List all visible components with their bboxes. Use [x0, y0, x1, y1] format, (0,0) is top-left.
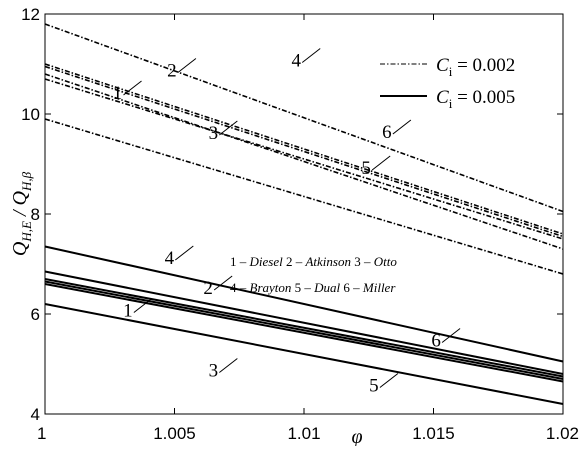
leader-line — [219, 120, 238, 136]
leader-line — [133, 298, 153, 313]
annotation-line-2: 4 – Brayton 5 – Dual 6 – Miller — [230, 280, 396, 295]
series-line-solid-3 — [44, 303, 564, 405]
series-line-dashdot-1 — [44, 78, 564, 240]
curve-label-3: 3 — [209, 361, 219, 382]
x-axis-label: φ — [351, 426, 362, 446]
leader-line — [175, 245, 194, 261]
curve-label-2: 2 — [167, 61, 177, 82]
series-line-dashdot-3 — [44, 118, 564, 275]
series-line-solid-2 — [44, 270, 564, 375]
curves-group — [44, 23, 564, 405]
curve-label-6: 6 — [382, 122, 392, 143]
leader-line — [213, 275, 233, 291]
x-tick-label: 1.005 — [153, 424, 196, 443]
x-tick-label: 1.01 — [287, 424, 320, 443]
series-line-solid-6 — [44, 278, 564, 378]
curve-label-5: 5 — [361, 158, 371, 179]
y-tick-label: 8 — [31, 205, 40, 224]
y-tick-label: 4 — [31, 405, 40, 424]
x-tick-label: 1.015 — [412, 424, 455, 443]
leader-lines-group — [123, 48, 461, 388]
leader-line — [371, 155, 391, 171]
legend: Ci = 0.002 Ci = 0.005 — [380, 55, 515, 111]
leader-line — [123, 80, 142, 96]
series-line-dashdot-4 — [44, 23, 564, 213]
curve-label-1: 1 — [113, 83, 123, 104]
leader-line — [177, 58, 197, 73]
legend-label-solid: Ci = 0.005 — [436, 87, 515, 111]
leader-line — [219, 358, 238, 373]
series-line-dashdot-6 — [44, 65, 564, 238]
curve-label-4: 4 — [291, 51, 301, 72]
y-tick-label: 6 — [31, 305, 40, 324]
curve-label-3: 3 — [209, 123, 219, 144]
leader-line — [441, 328, 461, 343]
curve-label-4: 4 — [165, 248, 175, 269]
cycle-annotation: 1 – Diesel 2 – Atkinson 3 – Otto 4 – Bra… — [230, 254, 397, 295]
series-line-dashdot-5 — [44, 73, 564, 250]
series-line-dashdot-2 — [44, 63, 564, 235]
x-tick-label: 1.02 — [546, 424, 579, 443]
series-line-solid-5 — [44, 283, 564, 383]
series-line-solid-1 — [44, 280, 564, 380]
annotation-line-1: 1 – Diesel 2 – Atkinson 3 – Otto — [230, 254, 397, 269]
curve-label-5: 5 — [369, 376, 379, 397]
legend-label-dashdot: Ci = 0.002 — [436, 55, 515, 79]
series-line-solid-4 — [44, 245, 564, 363]
y-tick-label: 12 — [21, 5, 40, 24]
curve-label-6: 6 — [431, 331, 441, 352]
curve-label-1: 1 — [123, 301, 133, 322]
leader-line — [379, 373, 399, 388]
y-axis-label: QH,E / QH,β — [9, 171, 34, 256]
y-tick-label: 10 — [21, 105, 40, 124]
curve-label-2: 2 — [203, 278, 213, 299]
leader-line — [392, 119, 412, 135]
x-tick-label: 1 — [37, 424, 46, 443]
leader-line — [301, 48, 321, 63]
